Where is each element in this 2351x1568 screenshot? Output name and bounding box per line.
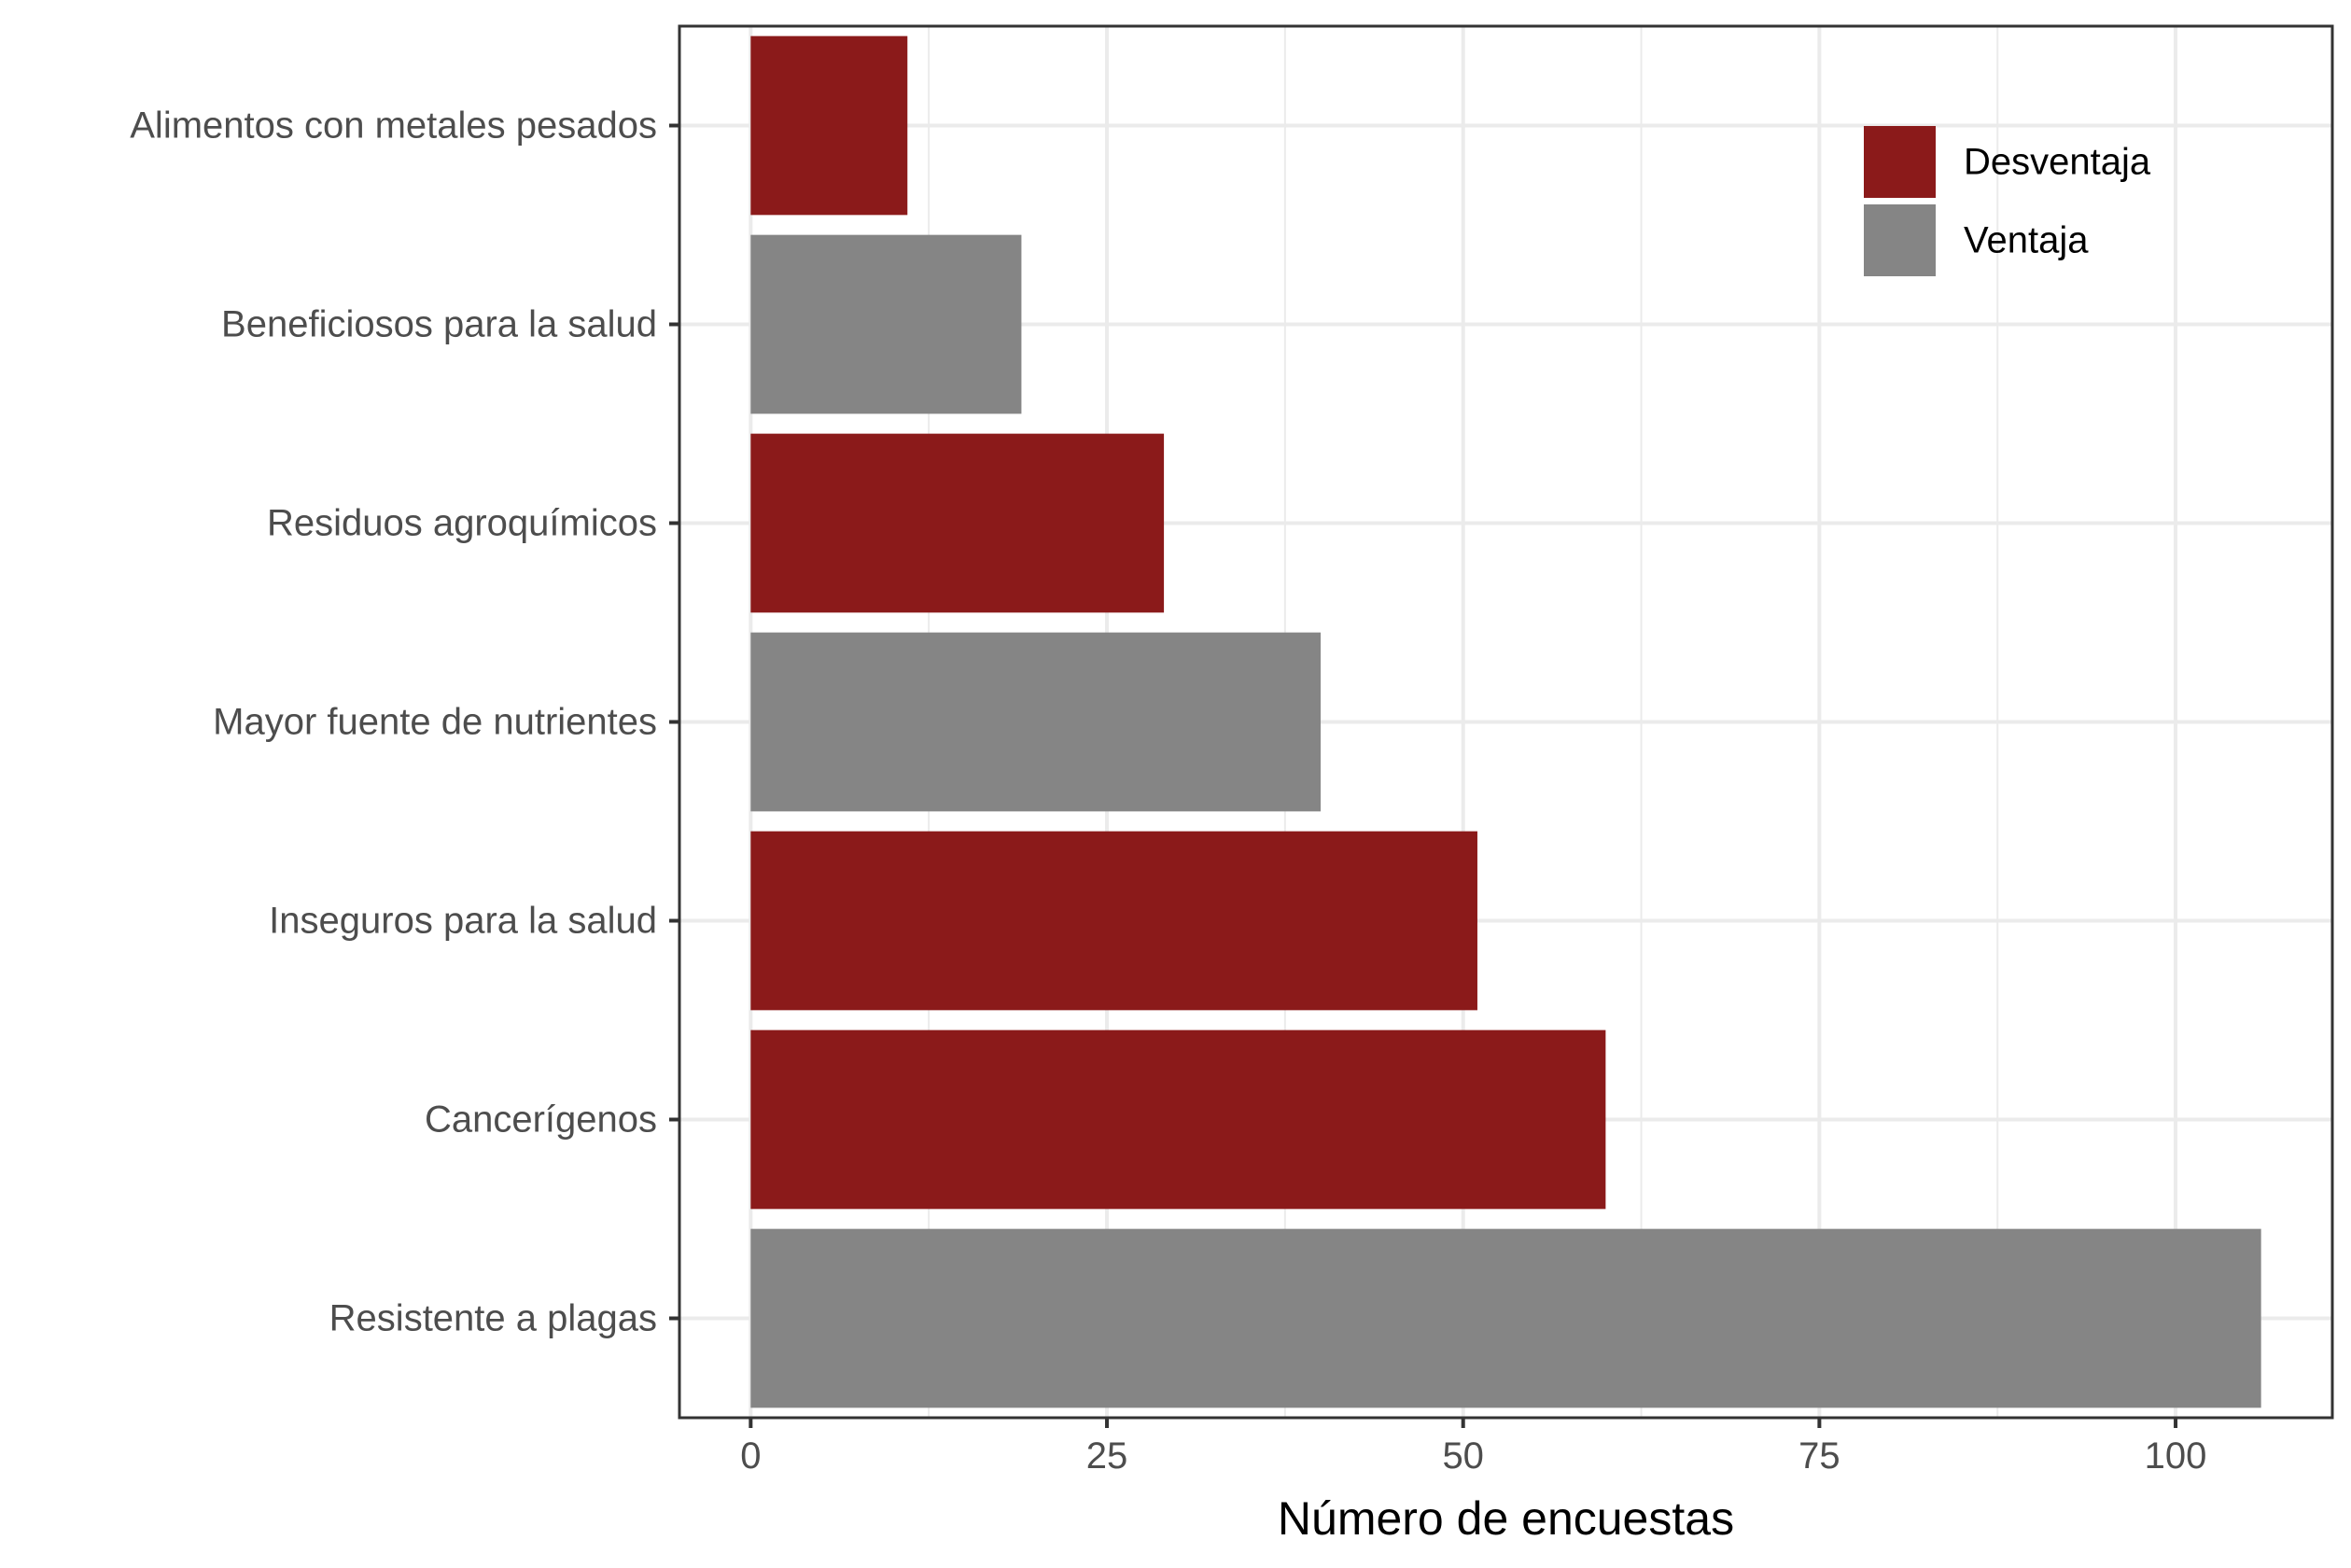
legend-key bbox=[1864, 204, 1936, 276]
x-tick-label: 100 bbox=[2145, 1435, 2207, 1477]
y-tick-label: Beneficiosos para la salud bbox=[221, 304, 657, 345]
legend-key bbox=[1864, 126, 1936, 198]
legend: Desventaja Ventaja bbox=[1864, 126, 2151, 276]
x-axis: 0 25 50 75 100 bbox=[740, 1418, 2206, 1477]
y-tick-label: Resistente a plagas bbox=[329, 1298, 657, 1339]
y-tick-label: Mayor fuente de nutrientes bbox=[213, 702, 657, 743]
x-axis-title: Número de encuestas bbox=[1278, 1492, 1734, 1545]
bar bbox=[750, 1029, 1606, 1210]
bar bbox=[750, 234, 1022, 414]
y-tick-label: Alimentos con metales pesados bbox=[130, 105, 657, 147]
y-axis: Alimentos con metales pesados Beneficioso… bbox=[130, 105, 679, 1339]
bars bbox=[750, 35, 2261, 1408]
x-tick-label: 50 bbox=[1442, 1435, 1484, 1477]
bar bbox=[750, 1228, 2261, 1408]
bar bbox=[750, 632, 1322, 812]
y-tick-label: Residuos agroquímicos bbox=[267, 503, 657, 544]
bar bbox=[750, 831, 1477, 1011]
y-tick-label: Cancerígenos bbox=[425, 1099, 657, 1141]
legend-label: Ventaja bbox=[1964, 220, 2089, 261]
x-tick-label: 0 bbox=[740, 1435, 761, 1477]
x-tick-label: 75 bbox=[1798, 1435, 1840, 1477]
legend-label: Desventaja bbox=[1964, 142, 2151, 183]
bar bbox=[750, 433, 1165, 613]
y-tick-label: Inseguros para la salud bbox=[269, 901, 657, 942]
x-tick-label: 25 bbox=[1086, 1435, 1128, 1477]
bar bbox=[750, 35, 908, 216]
